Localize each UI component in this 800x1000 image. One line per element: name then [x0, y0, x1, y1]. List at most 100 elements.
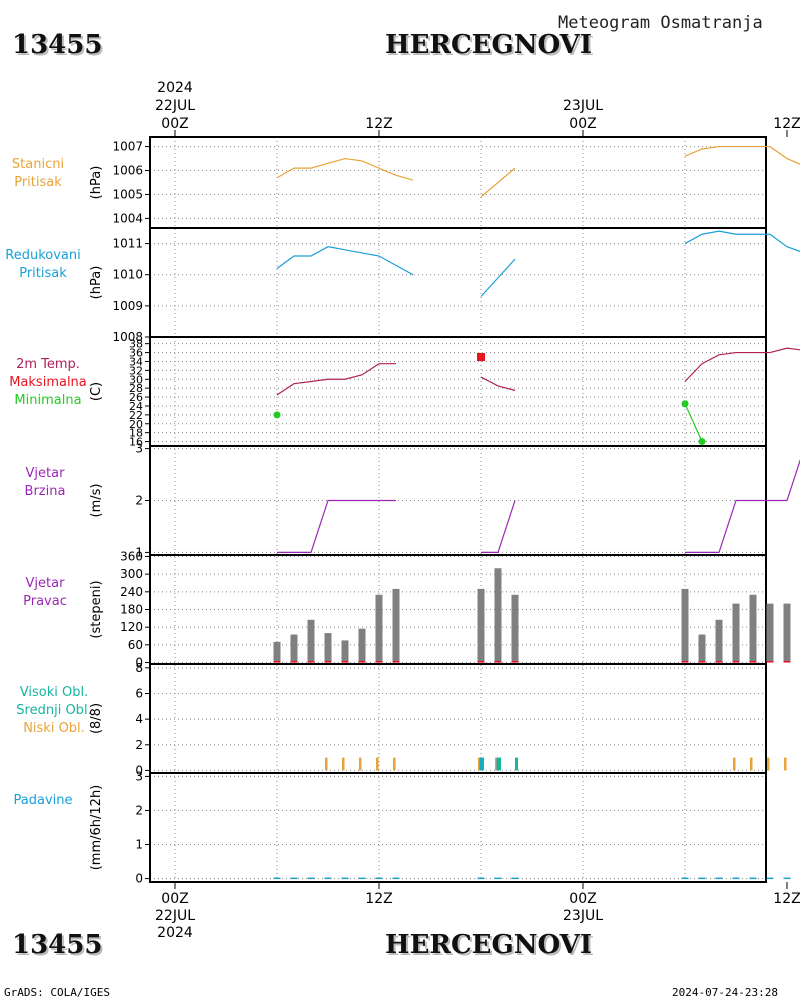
low-cloud-bar [393, 757, 396, 771]
wind-speed-line [481, 500, 516, 554]
temp-y-tick-label: 38 [129, 338, 143, 351]
windspeed-y-tick-label: 2 [135, 494, 143, 508]
wind-direction-base-mark [290, 661, 298, 663]
precipitation-bar [715, 877, 723, 880]
wind-direction-base-mark [511, 661, 519, 663]
wind-direction-bar [494, 568, 502, 663]
high-cloud-bar [515, 757, 518, 771]
pressure-unit-label: (hPa) [89, 166, 104, 200]
minimum-temperature-marker [681, 400, 689, 408]
low-cloud-bar [750, 757, 753, 771]
clouds-y-tick-label: 0 [135, 763, 143, 777]
precip-y-tick-label: 3 [135, 769, 143, 783]
winddir-y-tick-label: 300 [120, 567, 143, 581]
low-cloud-bar [767, 757, 770, 771]
precipitation-bar [290, 877, 298, 880]
bottom-time-label-hour: 00Z [161, 891, 188, 907]
precip-y-tick-label: 0 [135, 872, 143, 886]
wind-direction-bar [358, 628, 366, 663]
precipitation-bar [783, 877, 791, 880]
winddir-unit-label: (stepeni) [89, 580, 104, 638]
top-year-label: 2024 [157, 80, 193, 96]
reduced-label: Redukovani Pritisak [0, 247, 86, 283]
winddir-label: Vjetar Pravac [0, 575, 90, 611]
chart-frame [149, 136, 767, 883]
temperature-line [276, 363, 396, 396]
wind-direction-base-mark [307, 661, 315, 663]
windspeed-unit-label: (m/s) [89, 484, 104, 518]
bottom-year-label: 2024 [157, 925, 193, 941]
winddir-y-tick-label: 240 [120, 585, 143, 599]
temp-y-tick-label: 32 [129, 364, 143, 377]
precipitation-bar [358, 877, 366, 880]
minimum-temperature-marker [273, 411, 281, 419]
wind-direction-bar [681, 588, 689, 663]
wind-direction-bar [375, 594, 383, 663]
bottom-time-label-hour: 00Z [569, 891, 596, 907]
reduced-pressure-line [276, 246, 414, 276]
low-cloud-bar [478, 757, 481, 771]
precip-y-tick-label: 2 [135, 803, 143, 817]
wind-direction-base-mark [392, 661, 400, 663]
minimum-temperature-marker [698, 438, 706, 446]
temp-label: 2m Temp. Maksimalna Minimalna [0, 356, 96, 410]
bottom-time-label-hour: 12Z [773, 891, 800, 907]
pressure-label-line1: Stanicni [11, 157, 65, 172]
precip-unit-label: (mm/6h/12h) [89, 785, 104, 871]
wind-direction-bar [392, 588, 400, 663]
precipitation-bar [766, 877, 774, 880]
wind-direction-base-mark [681, 661, 689, 663]
temp-y-tick-label: 34 [129, 355, 143, 368]
wind-speed-line [685, 458, 800, 554]
top-time-label-hour: 00Z [569, 116, 596, 132]
temperature-line [684, 347, 800, 382]
wind-direction-bar [749, 594, 757, 663]
top-time-label-hour: 12Z [773, 116, 800, 132]
clouds-y-tick-label: 4 [135, 712, 143, 726]
temp-y-tick-label: 28 [129, 382, 143, 395]
temp-y-tick-label: 18 [129, 427, 143, 440]
wind-direction-bar [307, 619, 315, 663]
minimum-temperature-line [684, 403, 703, 442]
temp-y-tick-label: 26 [129, 391, 143, 404]
top-time-label-date: 23JUL [563, 98, 603, 114]
precipitation-bar [307, 877, 315, 880]
mid-cloud-bar [496, 757, 499, 771]
precipitation-bar [698, 877, 706, 880]
clouds-y-tick-label: 6 [135, 686, 143, 700]
temp-y-tick-label: 20 [129, 418, 143, 431]
windspeed-y-tick-label: 3 [135, 442, 143, 456]
precipitation-bar [494, 877, 502, 880]
wind-direction-bar [324, 633, 332, 663]
credit-text: GrADS: COLA/IGES [4, 986, 110, 999]
clouds-label-line1: Visoki Obl. [19, 685, 89, 700]
reduced-y-tick-label: 1010 [112, 268, 143, 282]
pressure-y-tick-label: 1005 [112, 187, 143, 201]
footer-station-name: HERCEGNOVI [385, 930, 592, 960]
reduced-unit-label: (hPa) [89, 266, 104, 300]
pressure-y-tick-label: 1004 [112, 211, 143, 225]
temperature-line [480, 376, 516, 391]
station-pressure-line [480, 167, 516, 198]
precipitation-bar [375, 877, 383, 880]
maximum-temperature-marker [477, 353, 485, 362]
precipitation-bar [273, 877, 281, 880]
winddir-y-tick-label: 180 [120, 603, 143, 617]
clouds-unit-label: (8/8) [89, 703, 104, 734]
temp-y-tick-label: 36 [129, 347, 143, 360]
footer-station-id: 13455 [12, 930, 103, 960]
temp-y-tick-label: 30 [129, 373, 143, 386]
precipitation-bar [681, 877, 689, 880]
precipitation-bar [341, 877, 349, 880]
low-cloud-bar [342, 757, 345, 771]
clouds-y-tick-label: 2 [135, 738, 143, 752]
station-pressure-line [276, 157, 414, 181]
reduced-y-tick-label: 1009 [112, 299, 143, 313]
precipitation-bar [511, 877, 519, 880]
low-cloud-bar [376, 757, 379, 771]
winddir-y-tick-label: 120 [120, 620, 143, 634]
temp-y-tick-label: 16 [129, 436, 143, 449]
wind-direction-bar [341, 640, 349, 663]
wind-direction-bar [290, 634, 298, 663]
clouds-label: Visoki Obl. Srednji Obl. Niski Obl. [0, 684, 108, 738]
